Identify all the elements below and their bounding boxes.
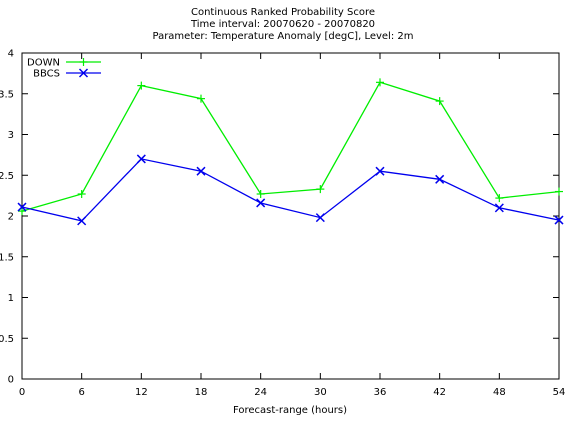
x-axis: 0 6 12 18 24 30 36 42 48 54 [19, 53, 566, 398]
x-tick-label: 6 [78, 387, 84, 398]
data-point [316, 185, 325, 194]
series-line-down [21, 81, 560, 212]
data-point [435, 174, 445, 184]
data-point [196, 166, 206, 176]
data-point [79, 58, 88, 66]
data-point [376, 78, 384, 87]
legend-label-down: DOWN [27, 58, 60, 69]
data-point [77, 189, 86, 198]
data-point [137, 81, 146, 90]
data-point [375, 166, 385, 176]
data-point [78, 68, 89, 78]
y-axis: 0 0.5 1 1.5 2 2.5 3 3.5 4 [0, 49, 559, 386]
x-tick-label: 36 [374, 387, 387, 398]
data-point [315, 213, 325, 223]
y-tick-label: 0.5 [0, 334, 14, 345]
data-point [256, 189, 265, 198]
y-tick-label: 1.5 [0, 252, 14, 263]
title-line-1: Continuous Ranked Probability Score [191, 7, 375, 18]
x-axis-label: Forecast-range (hours) [233, 405, 347, 416]
title-line-2: Time interval: 20070620 - 20070820 [190, 19, 375, 30]
title-line-3: Parameter: Temperature Anomaly [degC], L… [152, 31, 413, 42]
series-lines [17, 78, 564, 226]
data-point [197, 94, 205, 103]
x-tick-label: 54 [553, 387, 566, 398]
legend-label-bbcs: BBCS [33, 69, 60, 80]
data-point [494, 203, 504, 213]
data-point [435, 97, 444, 106]
x-tick-label: 48 [493, 387, 506, 398]
y-tick-label: 2 [8, 212, 14, 223]
y-tick-label: 0 [8, 375, 14, 386]
x-tick-label: 42 [433, 387, 446, 398]
x-tick-label: 24 [254, 387, 267, 398]
y-tick-label: 1 [8, 293, 14, 304]
data-point [18, 207, 26, 216]
y-tick-label: 3.5 [0, 89, 14, 100]
y-tick-label: 4 [8, 49, 14, 60]
x-tick-label: 30 [314, 387, 327, 398]
data-point [256, 198, 266, 208]
data-point [495, 194, 504, 203]
y-tick-label: 3 [8, 130, 14, 141]
data-point [555, 187, 563, 196]
x-tick-label: 12 [135, 387, 148, 398]
x-tick-label: 0 [19, 387, 25, 398]
data-point [17, 202, 27, 212]
data-point [77, 216, 87, 226]
y-tick-label: 2.5 [0, 171, 14, 182]
series-line-bbcs [21, 158, 560, 222]
plot-area-border [21, 52, 560, 380]
chart-title: Continuous Ranked Probability Score Time… [152, 7, 413, 42]
data-point [136, 154, 146, 164]
x-tick-label: 18 [195, 387, 208, 398]
data-point [554, 215, 564, 225]
